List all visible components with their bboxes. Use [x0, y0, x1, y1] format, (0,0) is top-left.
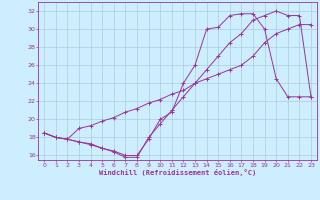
X-axis label: Windchill (Refroidissement éolien,°C): Windchill (Refroidissement éolien,°C): [99, 169, 256, 176]
